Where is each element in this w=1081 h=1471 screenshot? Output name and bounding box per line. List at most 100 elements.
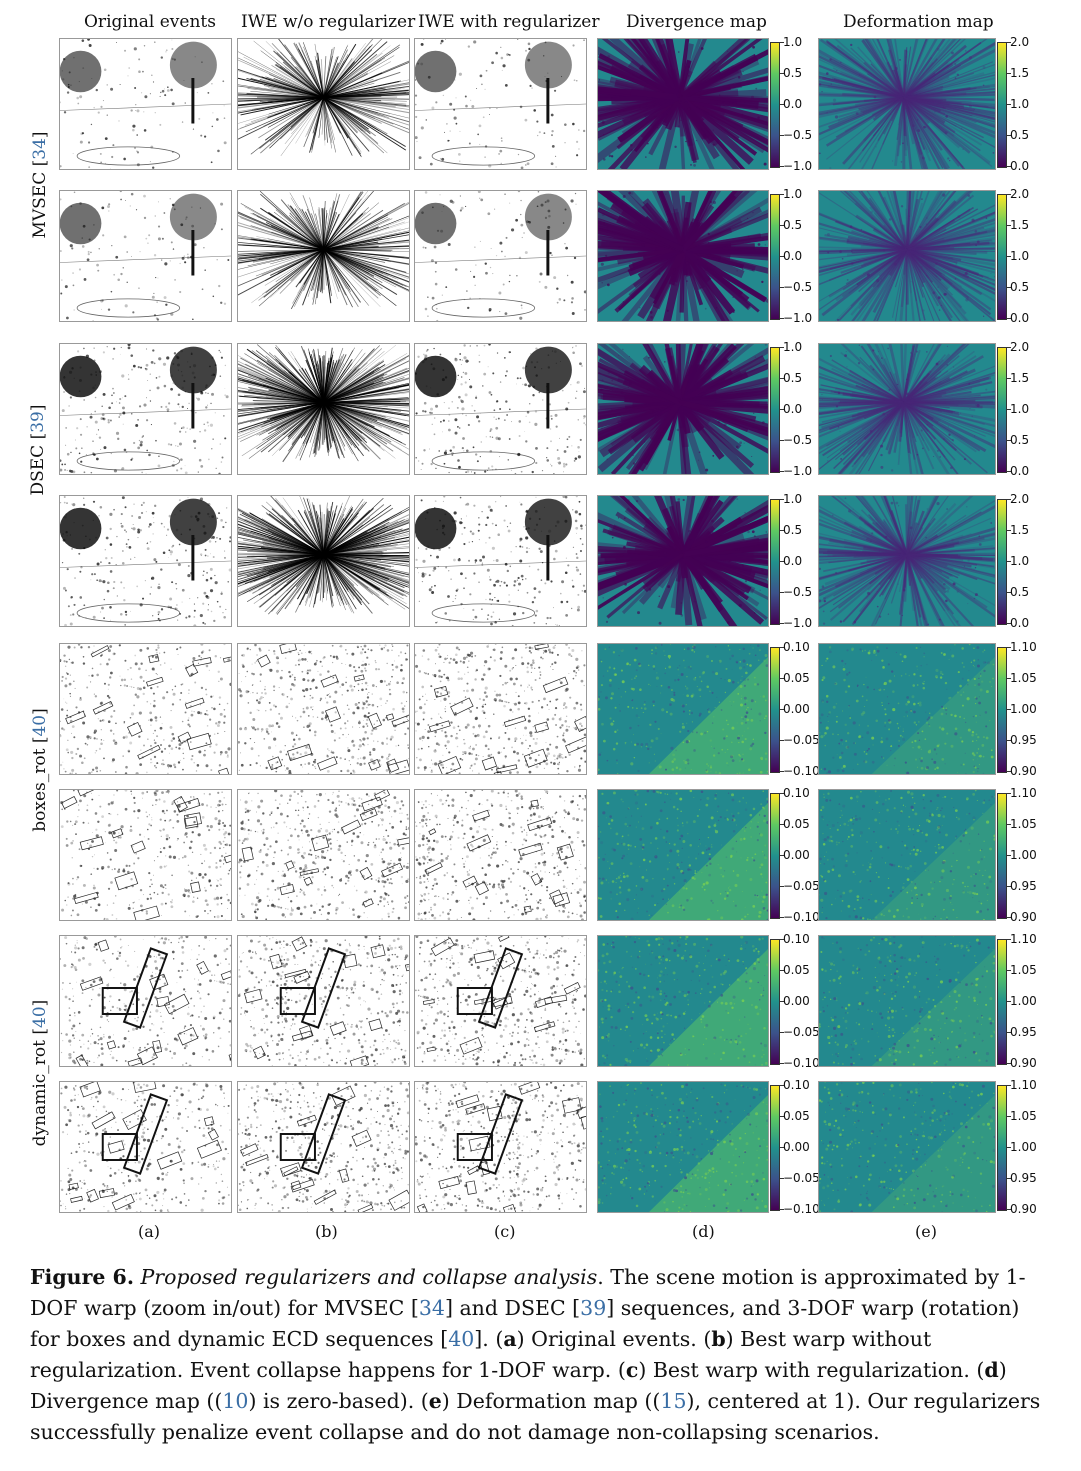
colorbar-tick-label: 1.5: [1010, 371, 1029, 385]
colorbar-row2-divergence: [770, 194, 780, 320]
colorbar-tick-label: 0.95: [1010, 879, 1037, 893]
colorbar-tick-label: 0.5: [1010, 128, 1029, 142]
panel-row2-deformation-map: [818, 190, 996, 322]
colorbar-tick-label: 1.00: [1010, 702, 1037, 716]
colorbar-tick-label: 0.95: [1010, 1025, 1037, 1039]
panel-row5-original-events: [59, 643, 232, 775]
colorbar-row6-divergence: [770, 793, 780, 919]
panel-row1-iwe-no-reg: [237, 38, 410, 170]
panel-row8-iwe-with-reg: [414, 1081, 587, 1213]
colorbar-tick-label: 1.10: [1010, 1078, 1037, 1092]
colorbar-row5-divergence: [770, 647, 780, 773]
colorbar-row5-deformation: [997, 647, 1007, 773]
panel-row4-iwe-with-reg: [414, 495, 587, 627]
colorbar-tick-label: 0.05: [783, 963, 810, 977]
colorbar-tick-label: 0.0: [1010, 464, 1029, 478]
header-deformation-map: Deformation map: [843, 12, 994, 32]
colorbar-tick-label: 0.5: [783, 371, 802, 385]
panel-row4-deformation-map: [818, 495, 996, 627]
colorbar-tick-label: 1.0: [1010, 402, 1029, 416]
panel-row5-divergence-map: [597, 643, 769, 775]
colorbar-tick-label: 2.0: [1010, 340, 1029, 354]
colorbar-tick-label: 1.10: [1010, 786, 1037, 800]
colorbar-tick-label: 2.0: [1010, 492, 1029, 506]
panel-row1-original-events: [59, 38, 232, 170]
row-label-mvsec: MVSEC [34]: [30, 115, 50, 255]
header-original-events: Original events: [84, 12, 216, 32]
colorbar-tick-label: −0.05: [783, 1171, 820, 1185]
panel-row1-iwe-with-reg: [414, 38, 587, 170]
colorbar-tick-label: 0.5: [783, 66, 802, 80]
panel-row6-deformation-map: [818, 789, 996, 921]
colorbar-tick-label: 1.5: [1010, 218, 1029, 232]
row-label-dsec: DSEC [39]: [28, 390, 48, 510]
panel-row3-iwe-with-reg: [414, 343, 587, 475]
sublabel-d: (d): [692, 1222, 715, 1241]
colorbar-tick-label: 0.0: [783, 402, 802, 416]
colorbar-row8-deformation: [997, 1085, 1007, 1211]
panel-row8-iwe-no-reg: [237, 1081, 410, 1213]
colorbar-tick-label: 1.0: [783, 187, 802, 201]
sublabel-c: (c): [494, 1222, 515, 1241]
panel-row3-divergence-map: [597, 343, 769, 475]
colorbar-row1-deformation: [997, 42, 1007, 168]
colorbar-tick-label: −0.5: [783, 128, 812, 142]
panel-row2-iwe-no-reg: [237, 190, 410, 322]
colorbar-tick-label: −1.0: [783, 159, 812, 173]
panel-row6-iwe-with-reg: [414, 789, 587, 921]
colorbar-tick-label: 0.10: [783, 640, 810, 654]
colorbar-tick-label: 1.0: [783, 492, 802, 506]
panel-row3-original-events: [59, 343, 232, 475]
panel-row7-divergence-map: [597, 935, 769, 1067]
colorbar-tick-label: 2.0: [1010, 35, 1029, 49]
panel-row7-original-events: [59, 935, 232, 1067]
header-iwe-without-regularizer: IWE w/o regularizer: [241, 12, 415, 32]
colorbar-tick-label: 0.90: [1010, 910, 1037, 924]
colorbar-row3-deformation: [997, 347, 1007, 473]
figure-caption: Figure 6. Proposed regularizers and coll…: [30, 1262, 1050, 1448]
panel-row4-iwe-no-reg: [237, 495, 410, 627]
panel-row3-iwe-no-reg: [237, 343, 410, 475]
colorbar-tick-label: 1.5: [1010, 66, 1029, 80]
colorbar-tick-label: 0.0: [783, 249, 802, 263]
colorbar-tick-label: 1.00: [1010, 1140, 1037, 1154]
panel-row7-iwe-with-reg: [414, 935, 587, 1067]
colorbar-tick-label: 0.95: [1010, 1171, 1037, 1185]
colorbar-tick-label: −1.0: [783, 616, 812, 630]
colorbar-tick-label: 1.0: [783, 35, 802, 49]
colorbar-tick-label: 0.10: [783, 1078, 810, 1092]
panel-row7-iwe-no-reg: [237, 935, 410, 1067]
colorbar-tick-label: −0.10: [783, 764, 820, 778]
colorbar-tick-label: 1.5: [1010, 523, 1029, 537]
colorbar-tick-label: 0.0: [1010, 159, 1029, 173]
colorbar-tick-label: −0.10: [783, 1202, 820, 1216]
colorbar-tick-label: 0.0: [1010, 311, 1029, 325]
panel-row6-iwe-no-reg: [237, 789, 410, 921]
colorbar-tick-label: 0.00: [783, 994, 810, 1008]
colorbar-tick-label: 0.5: [783, 218, 802, 232]
colorbar-row6-deformation: [997, 793, 1007, 919]
panel-row2-divergence-map: [597, 190, 769, 322]
colorbar-tick-label: 0.00: [783, 702, 810, 716]
colorbar-tick-label: 1.00: [1010, 994, 1037, 1008]
colorbar-tick-label: 0.05: [783, 817, 810, 831]
colorbar-tick-label: 0.10: [783, 786, 810, 800]
colorbar-tick-label: 1.05: [1010, 817, 1037, 831]
panel-row8-divergence-map: [597, 1081, 769, 1213]
colorbar-tick-label: 1.0: [783, 340, 802, 354]
colorbar-tick-label: 1.05: [1010, 671, 1037, 685]
colorbar-tick-label: 1.10: [1010, 932, 1037, 946]
colorbar-row8-divergence: [770, 1085, 780, 1211]
panel-row2-original-events: [59, 190, 232, 322]
colorbar-tick-label: 1.05: [1010, 963, 1037, 977]
panel-row2-iwe-with-reg: [414, 190, 587, 322]
colorbar-tick-label: 1.05: [1010, 1109, 1037, 1123]
colorbar-tick-label: 0.00: [783, 1140, 810, 1154]
colorbar-tick-label: 1.00: [1010, 848, 1037, 862]
colorbar-tick-label: −0.5: [783, 280, 812, 294]
colorbar-tick-label: −1.0: [783, 311, 812, 325]
sublabel-a: (a): [138, 1222, 160, 1241]
colorbar-tick-label: −0.5: [783, 585, 812, 599]
panel-row1-divergence-map: [597, 38, 769, 170]
colorbar-tick-label: 0.00: [783, 848, 810, 862]
